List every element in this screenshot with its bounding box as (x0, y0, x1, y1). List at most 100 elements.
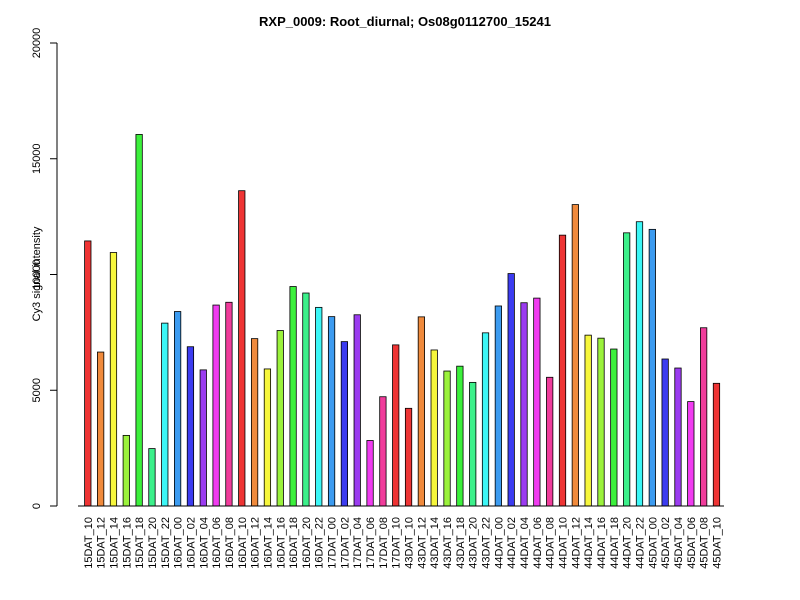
bar-44dat-00 (494, 305, 502, 507)
bar-43dat-16 (443, 370, 451, 507)
x-tick-label: 44DAT_12 (570, 517, 582, 569)
x-tick-label: 43DAT_12 (416, 517, 428, 569)
x-tick-label: 17DAT_10 (391, 517, 403, 569)
x-tick-label: 43DAT_10 (404, 517, 416, 569)
x-tick-label: 43DAT_14 (429, 517, 441, 569)
bar-15dat-10 (84, 240, 92, 507)
x-tick-label: 43DAT_18 (455, 517, 467, 569)
x-tick-label: 43DAT_20 (468, 517, 480, 569)
x-tick-label: 45DAT_08 (699, 517, 711, 569)
x-tick-label: 16DAT_06 (211, 517, 223, 569)
y-tick-label: 10000 (31, 259, 43, 290)
bar-45dat-08 (700, 327, 708, 507)
bar-44dat-06 (533, 297, 541, 507)
y-axis-label: Cy3 signal intensity (31, 226, 43, 321)
x-tick-label: 17DAT_08 (378, 517, 390, 569)
x-tick-label: 44DAT_22 (634, 517, 646, 569)
x-tick-label: 17DAT_04 (352, 517, 364, 569)
y-tick-label: 5000 (31, 378, 43, 402)
x-tick-label: 45DAT_10 (711, 517, 723, 569)
x-tick-label: 16DAT_08 (224, 517, 236, 569)
bar-16dat-18 (289, 286, 297, 507)
x-tick-label: 17DAT_00 (327, 517, 339, 569)
x-tick-label: 44DAT_18 (609, 517, 621, 569)
bar-44dat-04 (520, 302, 528, 507)
bar-45dat-00 (648, 228, 656, 507)
x-tick-label: 16DAT_14 (262, 517, 274, 569)
bar-16dat-12 (250, 338, 259, 507)
x-tick-label: 16DAT_20 (301, 517, 313, 569)
bar-17dat-02 (340, 341, 349, 507)
bar-15dat-18 (135, 134, 143, 507)
bar-44dat-08 (546, 376, 554, 507)
x-tick-label: 15DAT_22 (160, 517, 172, 569)
y-axis: 0 5000 10000 15000 20000 (31, 28, 58, 509)
bar-43dat-22 (481, 332, 490, 507)
x-tick-label: 45DAT_06 (686, 517, 698, 569)
bar-44dat-14 (584, 334, 592, 507)
bar-43dat-12 (417, 316, 425, 507)
bar-16dat-16 (276, 330, 284, 507)
x-tick-label: 44DAT_14 (583, 517, 595, 569)
x-tick-label: 15DAT_20 (147, 517, 159, 569)
bar-44dat-18 (610, 348, 618, 507)
y-tick-label: 15000 (31, 143, 43, 174)
bar-44dat-02 (507, 273, 515, 507)
x-tick-label: 44DAT_20 (622, 517, 634, 569)
bar-45dat-06 (687, 401, 695, 507)
bar-43dat-14 (430, 349, 438, 507)
x-tick-label: 44DAT_10 (558, 517, 570, 569)
x-tick-label: 44DAT_08 (545, 517, 557, 569)
bar-17dat-04 (353, 314, 361, 507)
bar-16dat-22 (315, 306, 323, 507)
x-tick-label: 44DAT_02 (506, 517, 518, 569)
bar-16dat-08 (225, 301, 233, 507)
bar-45dat-04 (674, 367, 682, 507)
x-tick-label: 16DAT_00 (173, 517, 185, 569)
x-tick-label: 43DAT_22 (481, 517, 493, 569)
bar-15dat-20 (148, 448, 156, 507)
bar-17dat-10 (392, 344, 400, 507)
x-tick-label: 17DAT_06 (365, 517, 377, 569)
bar-44dat-10 (558, 234, 567, 507)
x-tick-label: 16DAT_12 (250, 517, 262, 569)
x-tick-label: 45DAT_02 (660, 517, 672, 569)
bar-16dat-14 (263, 368, 272, 507)
x-tick-label: 15DAT_10 (83, 517, 95, 569)
bar-44dat-22 (635, 221, 644, 507)
x-tick-label: 45DAT_04 (673, 517, 685, 569)
bar-15dat-14 (109, 252, 118, 507)
bar-16dat-10 (238, 190, 246, 507)
bar-44dat-12 (571, 204, 579, 507)
x-tick-label: 16DAT_18 (288, 517, 300, 569)
x-tick-labels: 15DAT_10 15DAT_12 15DAT_14 15DAT_16 15DAT_18… (83, 517, 724, 569)
chart-title: RXP_0009: Root_diurnal; Os08g0112700_152… (259, 14, 551, 29)
x-tick-label: 15DAT_14 (108, 517, 120, 569)
bar-15dat-12 (97, 351, 105, 507)
bar-16dat-20 (302, 292, 310, 507)
x-tick-label: 44DAT_06 (532, 517, 544, 569)
bar-44dat-16 (597, 337, 605, 507)
bar-16dat-00 (174, 311, 182, 507)
x-tick-label: 16DAT_16 (275, 517, 287, 569)
bar-43dat-20 (469, 381, 477, 507)
x-tick-label: 43DAT_16 (442, 517, 454, 569)
y-tick-label: 20000 (31, 28, 43, 59)
x-tick-label: 44DAT_04 (519, 517, 531, 569)
x-tick-label: 17DAT_02 (339, 517, 351, 569)
y-tick-label: 0 (31, 503, 43, 509)
bar-17dat-00 (327, 316, 336, 507)
x-tick-label: 16DAT_02 (185, 517, 197, 569)
x-tick-label: 15DAT_12 (96, 517, 108, 569)
bar-15dat-22 (161, 322, 169, 507)
bar-17dat-08 (379, 396, 387, 507)
x-tick-label: 44DAT_00 (493, 517, 505, 569)
bar-45dat-02 (661, 358, 669, 507)
bar-15dat-16 (122, 434, 130, 507)
x-tick-label: 16DAT_22 (314, 517, 326, 569)
bar-45dat-10 (712, 382, 721, 507)
bar-43dat-18 (456, 365, 464, 507)
bar-43dat-10 (404, 407, 413, 507)
bar-16dat-02 (186, 346, 195, 507)
